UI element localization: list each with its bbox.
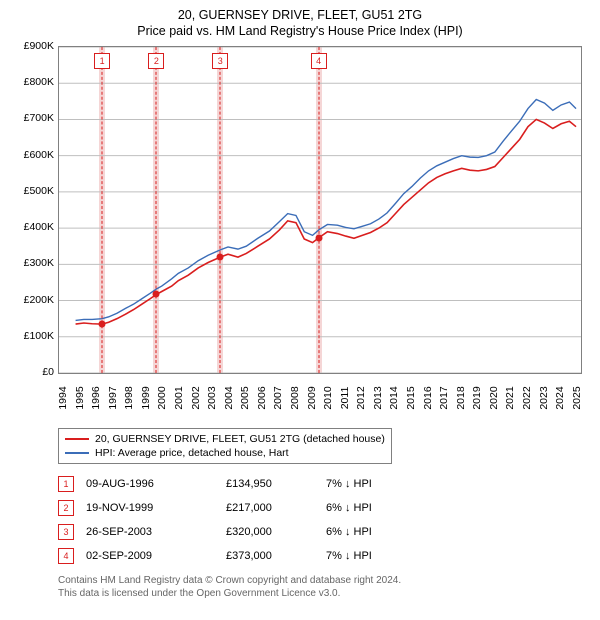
x-tick-label: 2012 — [355, 386, 367, 409]
y-tick-label: £0 — [10, 366, 54, 378]
legend-row-hpi: HPI: Average price, detached house, Hart — [65, 446, 385, 460]
legend-row-price: 20, GUERNSEY DRIVE, FLEET, GU51 2TG (det… — [65, 432, 385, 446]
transaction-date: 26-SEP-2003 — [86, 526, 226, 538]
event-marker: 1 — [94, 53, 110, 69]
x-tick-label: 2014 — [388, 386, 400, 409]
transaction-price: £373,000 — [226, 550, 326, 562]
x-tick-label: 2022 — [521, 386, 533, 409]
price-dot — [315, 234, 322, 241]
y-tick-label: £300K — [10, 257, 54, 269]
x-tick-label: 2002 — [189, 386, 201, 409]
transaction-date: 09-AUG-1996 — [86, 478, 226, 490]
x-tick-label: 2019 — [471, 386, 483, 409]
x-tick-label: 2001 — [173, 386, 185, 409]
x-tick-label: 2024 — [554, 386, 566, 409]
event-marker: 4 — [311, 53, 327, 69]
x-tick-label: 2011 — [339, 387, 351, 410]
transaction-row: 1 09-AUG-1996£134,9507% ↓ HPI — [58, 472, 590, 496]
x-tick-label: 2003 — [206, 386, 218, 409]
x-tick-label: 2023 — [537, 386, 549, 409]
y-tick-label: £500K — [10, 185, 54, 197]
x-tick-label: 2007 — [272, 386, 284, 409]
transaction-diff: 7% ↓ HPI — [326, 550, 436, 562]
price-dot — [217, 254, 224, 261]
x-tick-label: 2025 — [571, 386, 583, 409]
transaction-marker: 2 — [58, 500, 74, 516]
event-line — [156, 47, 157, 373]
x-tick-label: 2010 — [322, 386, 334, 409]
x-tick-label: 2020 — [488, 386, 500, 409]
legend-label-hpi: HPI: Average price, detached house, Hart — [95, 447, 289, 459]
titles: 20, GUERNSEY DRIVE, FLEET, GU51 2TG Pric… — [10, 8, 590, 38]
price-dot — [153, 291, 160, 298]
x-tick-label: 1997 — [107, 386, 119, 409]
x-tick-label: 2015 — [405, 386, 417, 409]
chart-area: 1 2 3 4 £0 £100K £200K £300K £400K £500K £600K £70… — [10, 42, 590, 422]
y-tick-label: £700K — [10, 112, 54, 124]
title-address: 20, GUERNSEY DRIVE, FLEET, GU51 2TG — [10, 8, 590, 22]
x-tick-label: 2009 — [305, 386, 317, 409]
x-tick-label: 1999 — [140, 386, 152, 409]
footer: Contains HM Land Registry data © Crown c… — [58, 574, 590, 600]
transaction-marker: 3 — [58, 524, 74, 540]
x-tick-label: 1998 — [123, 386, 135, 409]
event-marker: 2 — [148, 53, 164, 69]
x-tick-label: 2021 — [504, 386, 516, 409]
y-tick-label: £400K — [10, 221, 54, 233]
chart-container: 20, GUERNSEY DRIVE, FLEET, GU51 2TG Pric… — [0, 0, 600, 620]
transaction-row: 2 19-NOV-1999£217,0006% ↓ HPI — [58, 496, 590, 520]
transaction-diff: 6% ↓ HPI — [326, 502, 436, 514]
x-tick-label: 1994 — [57, 386, 69, 409]
transaction-marker: 1 — [58, 476, 74, 492]
x-tick-label: 2005 — [239, 386, 251, 409]
event-marker: 3 — [212, 53, 228, 69]
x-tick-label: 1996 — [90, 386, 102, 409]
footer-line2: This data is licensed under the Open Gov… — [58, 587, 590, 600]
x-tick-label: 2006 — [256, 386, 268, 409]
footer-line1: Contains HM Land Registry data © Crown c… — [58, 574, 590, 587]
transaction-price: £217,000 — [226, 502, 326, 514]
legend: 20, GUERNSEY DRIVE, FLEET, GU51 2TG (det… — [58, 428, 392, 464]
x-tick-label: 1995 — [73, 386, 85, 409]
transaction-price: £320,000 — [226, 526, 326, 538]
transaction-date: 02-SEP-2009 — [86, 550, 226, 562]
y-tick-label: £100K — [10, 330, 54, 342]
y-tick-label: £900K — [10, 40, 54, 52]
x-tick-label: 2004 — [223, 386, 235, 409]
plot-area: 1 2 3 4 — [58, 46, 582, 374]
event-line — [220, 47, 221, 373]
legend-swatch-price — [65, 438, 89, 440]
title-subtitle: Price paid vs. HM Land Registry's House … — [10, 24, 590, 38]
y-tick-label: £800K — [10, 76, 54, 88]
y-tick-label: £200K — [10, 294, 54, 306]
x-tick-label: 2013 — [372, 386, 384, 409]
transaction-date: 19-NOV-1999 — [86, 502, 226, 514]
transaction-row: 4 02-SEP-2009£373,0007% ↓ HPI — [58, 544, 590, 568]
legend-swatch-hpi — [65, 452, 89, 454]
x-tick-label: 2017 — [438, 386, 450, 409]
transactions-table: 109-AUG-1996£134,9507% ↓ HPI219-NOV-1999… — [58, 472, 590, 568]
x-tick-label: 2018 — [455, 386, 467, 409]
transaction-diff: 7% ↓ HPI — [326, 478, 436, 490]
transaction-price: £134,950 — [226, 478, 326, 490]
series-svg — [59, 47, 581, 373]
x-tick-label: 2016 — [421, 386, 433, 409]
transaction-marker: 4 — [58, 548, 74, 564]
price-dot — [99, 321, 106, 328]
legend-label-price: 20, GUERNSEY DRIVE, FLEET, GU51 2TG (det… — [95, 433, 385, 445]
y-tick-label: £600K — [10, 149, 54, 161]
x-tick-label: 2000 — [156, 386, 168, 409]
event-line — [318, 47, 319, 373]
x-tick-label: 2008 — [289, 386, 301, 409]
transaction-row: 3 26-SEP-2003£320,0006% ↓ HPI — [58, 520, 590, 544]
transaction-diff: 6% ↓ HPI — [326, 526, 436, 538]
